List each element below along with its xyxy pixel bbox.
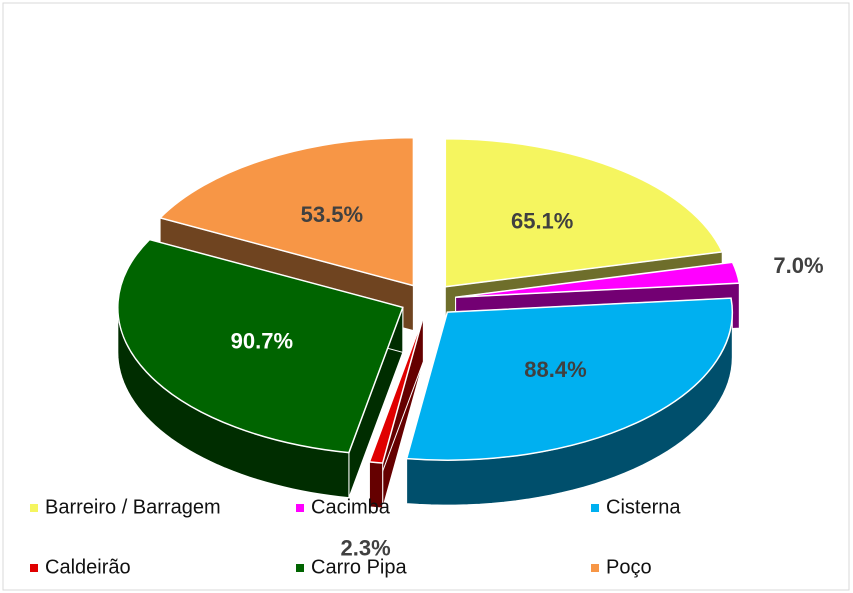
slice-top [158,136,415,287]
slice [405,297,734,506]
legend-label: Carro Pipa [311,556,407,578]
legend-label: Poço [606,556,652,578]
slice-top [405,297,734,461]
legend-swatch [296,564,304,572]
value-label: 65.1% [511,209,573,234]
slice-top [117,238,404,454]
slice-top [444,138,724,288]
value-label: 53.5% [301,202,363,227]
slice [117,238,404,499]
legend-label: Cacimba [311,496,391,518]
legend-swatch [591,504,599,512]
legend-swatch [30,504,38,512]
legend-swatch [30,564,38,572]
legend-label: Barreiro / Barragem [45,496,221,518]
value-label: 88.4% [524,357,586,382]
legend-swatch [296,504,304,512]
slice-top [368,316,425,464]
legend-label: Caldeirão [45,556,131,578]
value-label: 2.3% [341,535,391,560]
slice [368,316,425,509]
legend-swatch [591,564,599,572]
value-label: 90.7% [231,329,293,354]
legend-label: Cisterna [606,496,681,518]
value-label: 7.0% [773,253,823,278]
slice-top [455,261,741,298]
